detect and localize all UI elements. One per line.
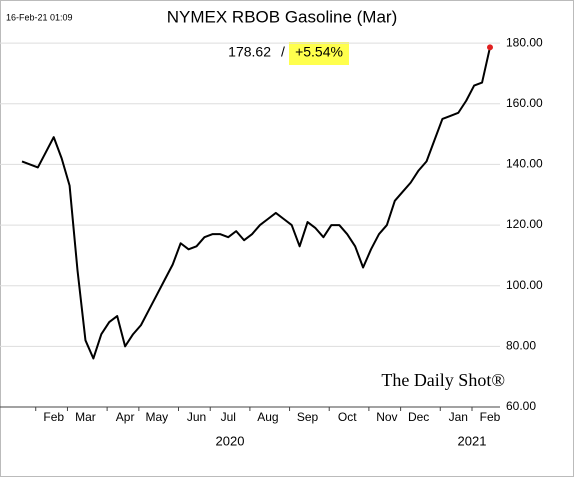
x-tick-label: May: [146, 410, 169, 424]
change-label: +5.54%: [295, 44, 343, 60]
y-tick-label: 160.00: [506, 96, 543, 110]
line: [21, 47, 491, 360]
x-tick-label: Oct: [338, 410, 357, 424]
separator: /: [281, 44, 285, 60]
y-tick-label: 180.00: [506, 35, 543, 49]
chart-title: NYMEX RBOB Gasoline (Mar): [167, 7, 398, 26]
x-tick-label: Jun: [187, 410, 206, 424]
year-label: 2021: [458, 433, 487, 448]
last-point: [487, 44, 493, 51]
x-tick-label: Dec: [408, 410, 429, 424]
change-highlight: [289, 42, 349, 65]
x-tick-label: Apr: [116, 410, 135, 424]
y-tick-label: 60.00: [506, 399, 536, 413]
last-value-label: 178.62: [228, 44, 271, 60]
year-label: 2020: [216, 433, 245, 448]
timestamp: 16-Feb-21 01:09: [6, 12, 73, 22]
x-tick-label: Aug: [257, 410, 278, 424]
y-tick-label: 80.00: [506, 339, 536, 353]
x-tick-label: Nov: [376, 410, 397, 424]
x-tick-label: Sep: [297, 410, 319, 424]
x-tick-label: Jul: [221, 410, 236, 424]
y-tick-label: 140.00: [506, 157, 543, 171]
watermark: The Daily Shot®: [381, 370, 505, 390]
x-tick-label: Jan: [449, 410, 468, 424]
x-tick-label: Mar: [75, 410, 96, 424]
x-tick-label: Feb: [43, 410, 64, 424]
x-tick-label: Feb: [480, 410, 501, 424]
y-tick-label: 100.00: [506, 278, 543, 292]
y-tick-label: 120.00: [506, 217, 543, 231]
